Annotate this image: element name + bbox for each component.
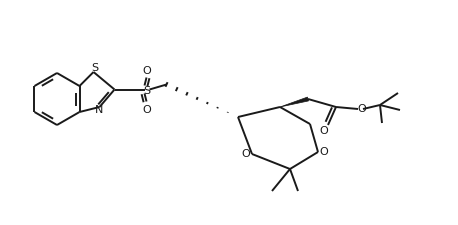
Text: O: O	[358, 104, 366, 113]
Text: S: S	[143, 85, 150, 95]
Text: S: S	[91, 63, 98, 73]
Polygon shape	[280, 98, 309, 108]
Text: O: O	[242, 148, 251, 158]
Text: O: O	[142, 65, 151, 75]
Text: O: O	[320, 126, 328, 135]
Text: O: O	[142, 105, 151, 115]
Text: O: O	[320, 146, 328, 156]
Text: N: N	[95, 105, 104, 115]
